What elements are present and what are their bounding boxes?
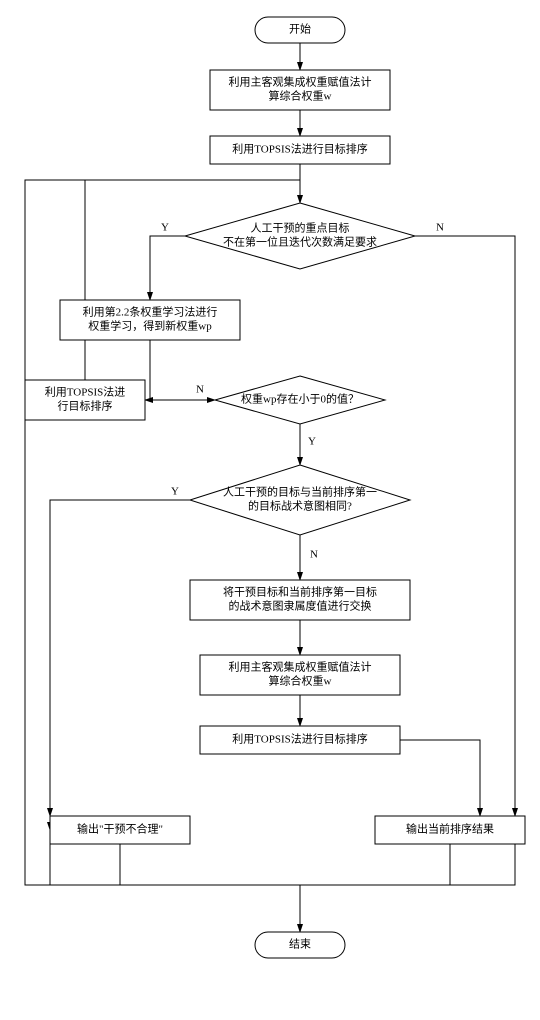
node-text: 的目标战术意图相同?	[248, 499, 352, 513]
node-d1: 人工干预的重点目标不在第一位且迭代次数满足要求	[185, 203, 415, 269]
node-text: 利用TOPSIS法进行目标排序	[232, 732, 367, 746]
node-p7: 利用TOPSIS法进行目标排序	[200, 726, 400, 754]
edge-label: N	[436, 222, 444, 234]
node-text: 算综合权重w	[269, 674, 332, 688]
node-text: 输出"干预不合理"	[77, 822, 163, 836]
node-p4: 利用TOPSIS法进行目标排序	[25, 380, 145, 420]
node-text: 开始	[289, 22, 311, 36]
node-text: 人工干预的重点目标	[251, 221, 350, 235]
node-d2: 权重wp存在小于0的值？	[215, 376, 385, 424]
node-p3: 利用第2.2条权重学习法进行权重学习，得到新权重wp	[60, 300, 240, 340]
node-p6: 利用主客观集成权重赋值法计算综合权重w	[200, 655, 400, 695]
node-text: 利用主客观集成权重赋值法计	[229, 660, 372, 674]
node-end: 结束	[255, 932, 345, 958]
node-out1: 输出"干预不合理"	[50, 816, 190, 844]
node-text: 人工干预的目标与当前排序第一	[223, 485, 377, 499]
node-p5: 将干预目标和当前排序第一目标的战术意图隶属度值进行交换	[190, 580, 410, 620]
node-text: 权重学习，得到新权重wp	[88, 319, 212, 333]
node-start: 开始	[255, 17, 345, 43]
edge-label: Y	[161, 222, 169, 234]
node-text: 利用TOPSIS法进	[45, 385, 125, 399]
flowchart-canvas: Y N N Y Y N 开始利用主客观集成权重赋值法计算综合权重w 利用TOPSIS法进行目标…	[10, 10, 540, 1010]
node-text: 算综合权重w	[269, 89, 332, 103]
node-text: 输出当前排序结果	[406, 822, 494, 836]
node-d3: 人工干预的目标与当前排序第一的目标战术意图相同?	[190, 465, 410, 535]
node-text: 不在第一位且迭代次数满足要求	[223, 235, 377, 249]
node-text: 利用TOPSIS法进行目标排序	[232, 142, 367, 156]
node-p2: 利用TOPSIS法进行目标排序	[210, 136, 390, 164]
node-text: 行目标排序	[58, 399, 113, 413]
node-out2: 输出当前排序结果	[375, 816, 525, 844]
node-text: 的战术意图隶属度值进行交换	[229, 599, 372, 613]
edge-label: N	[196, 384, 204, 396]
edge-label: Y	[171, 486, 179, 498]
edge-label: Y	[308, 436, 316, 448]
edge-label: N	[310, 549, 318, 561]
node-p1: 利用主客观集成权重赋值法计算综合权重w	[210, 70, 390, 110]
node-text: 将干预目标和当前排序第一目标	[223, 585, 377, 599]
node-text: 结束	[289, 938, 311, 951]
node-text: 权重wp存在小于0的值？	[241, 392, 359, 406]
node-text: 利用第2.2条权重学习法进行	[83, 305, 218, 319]
node-text: 利用主客观集成权重赋值法计	[229, 75, 372, 89]
